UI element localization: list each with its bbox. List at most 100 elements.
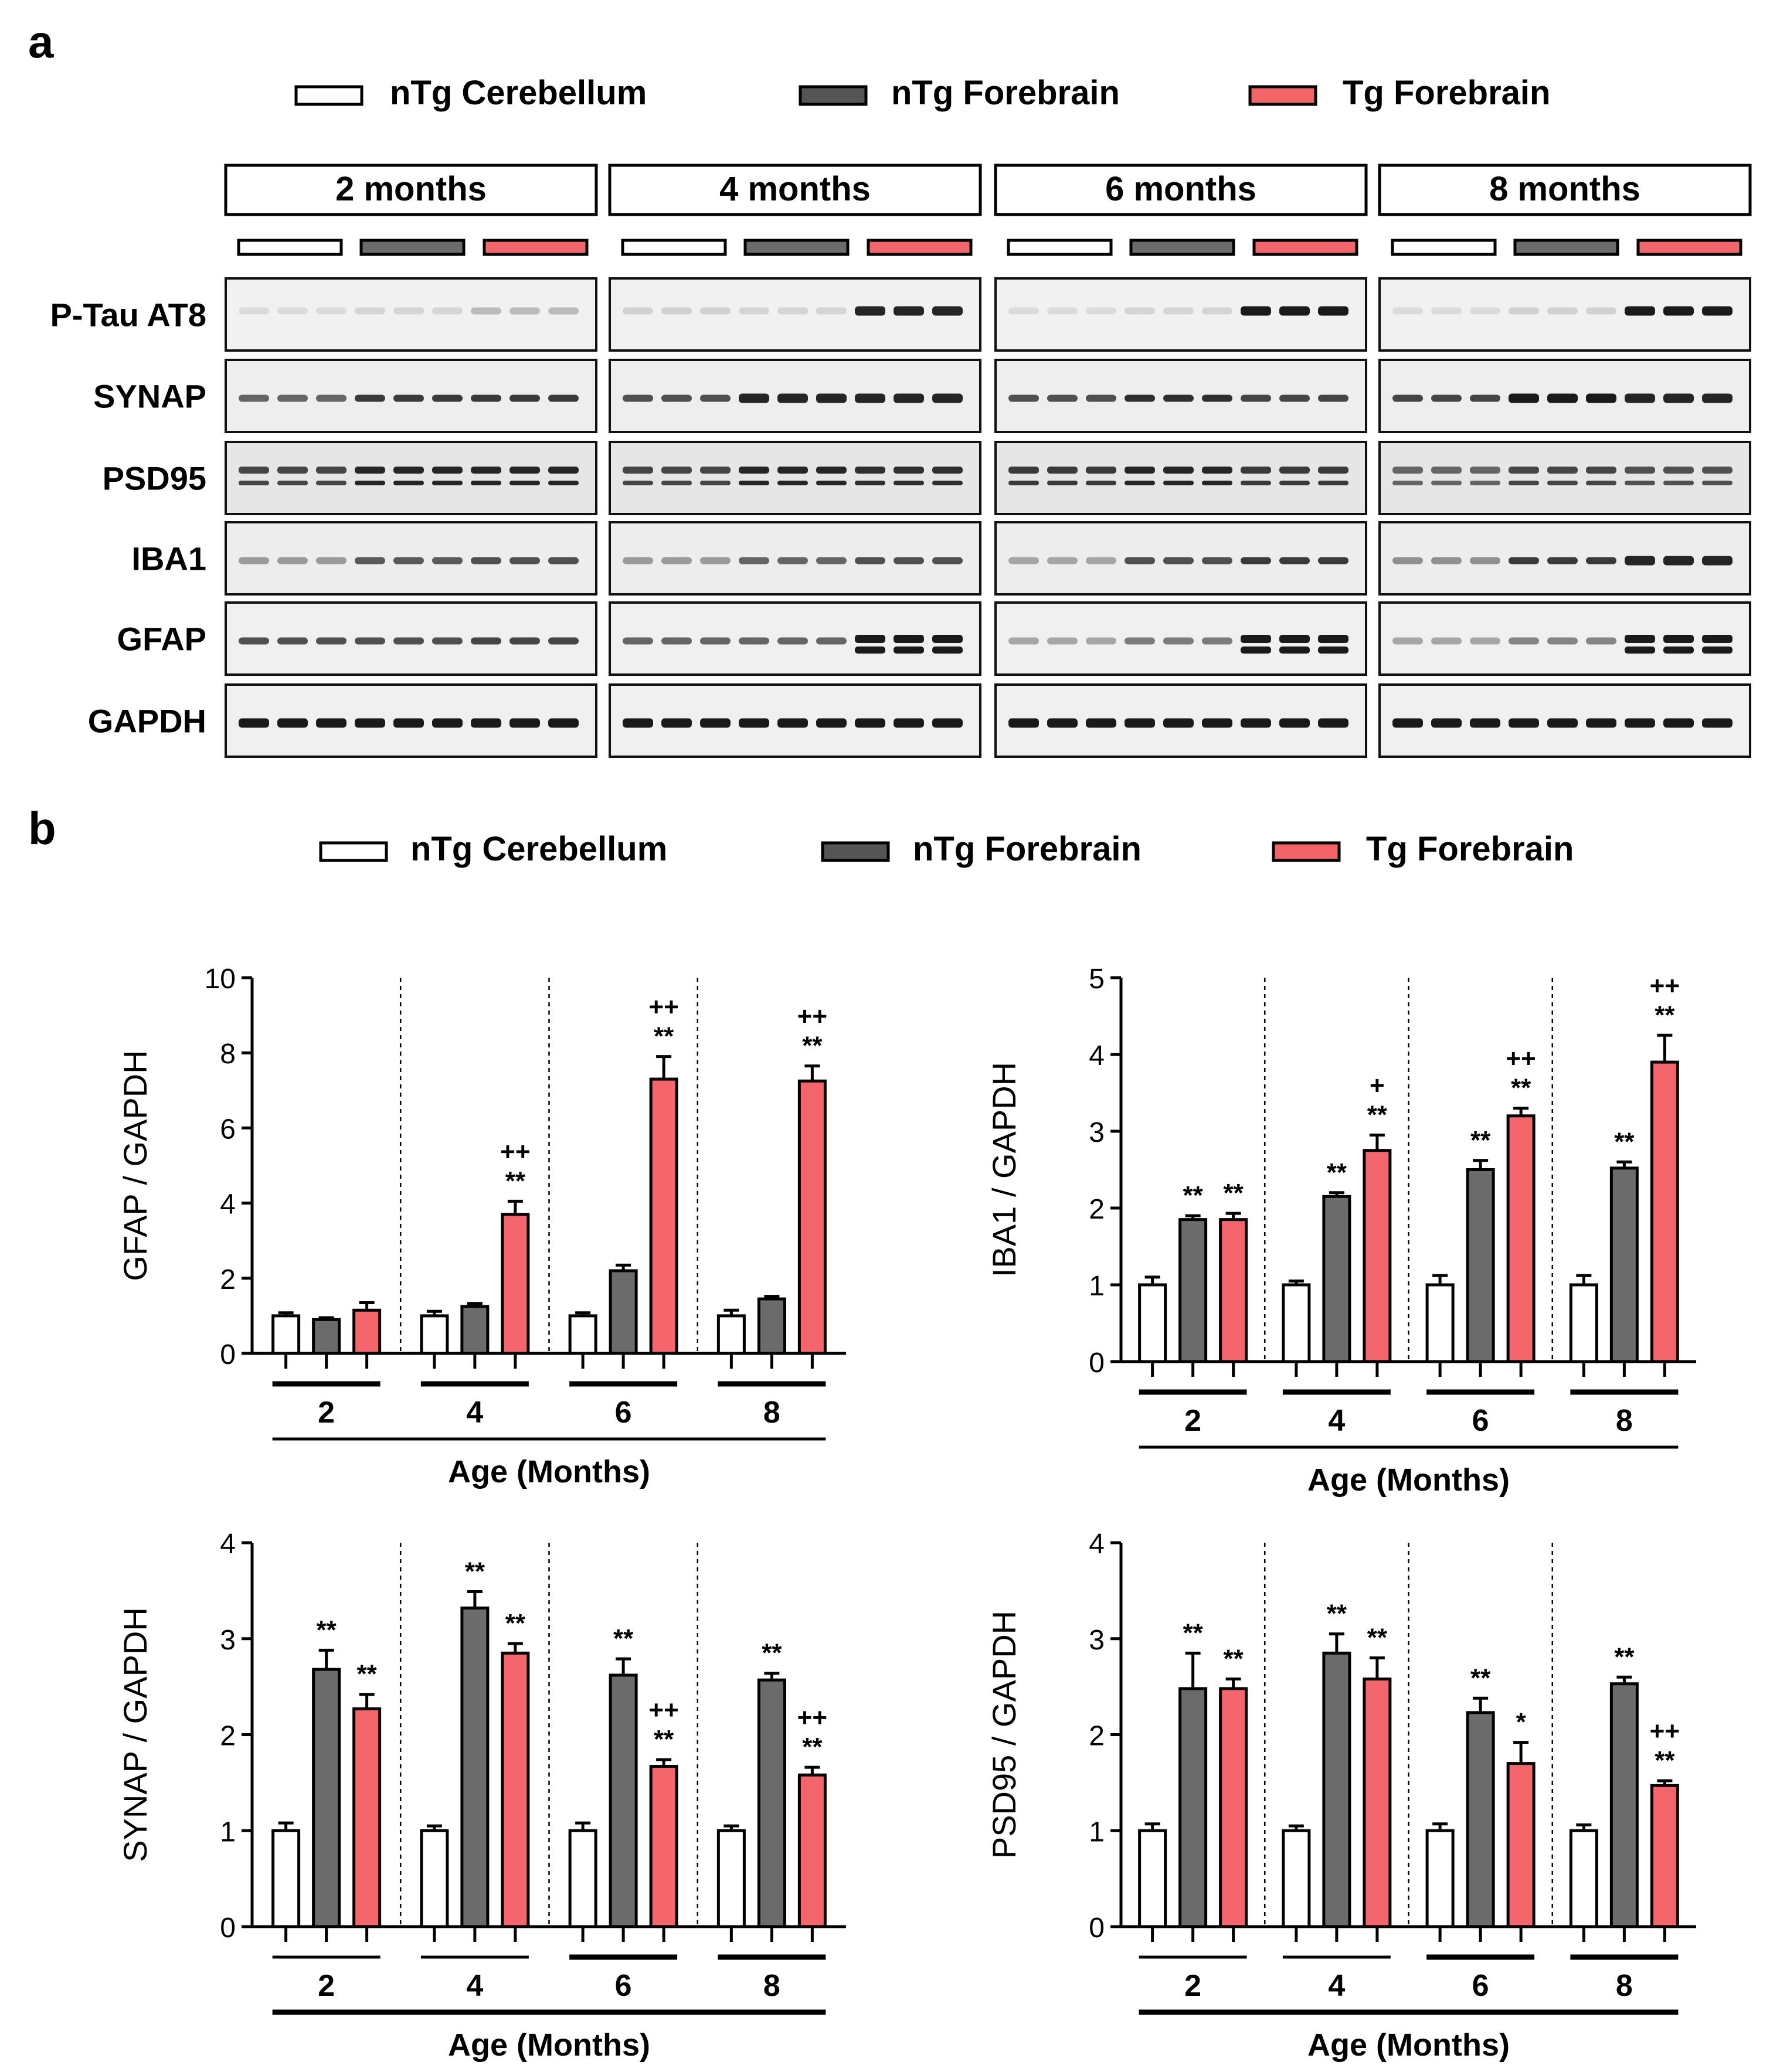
protein-label-p-tau-at8: P-Tau AT8 [50,297,206,334]
band [1202,467,1232,474]
band [1663,647,1694,654]
band [1470,637,1500,645]
band [816,307,847,315]
band [1509,718,1539,728]
band [739,481,769,485]
bar-ntg-cerebellum-8 [716,1829,746,1928]
band [1392,394,1423,402]
y-tick-label: 5 [1089,964,1105,995]
band [1547,307,1578,315]
group-bar-tg-forebrain [483,239,589,256]
x-category-label: 8 [763,1396,780,1430]
bar-tg-forebrain-8 [1650,1784,1679,1928]
bar-ntg-cerebellum-2 [1138,1829,1167,1928]
band [1702,556,1733,566]
band [355,481,385,485]
band [777,718,808,728]
band [894,306,924,316]
y-tick-label: 3 [1089,1625,1105,1656]
band [1279,306,1310,316]
band [1125,394,1155,402]
band [1702,393,1733,403]
band [1241,306,1271,316]
band [855,635,885,643]
x-category-label: 4 [466,1969,483,2003]
band [316,467,347,474]
band [316,718,347,728]
band [1086,467,1116,474]
band [1086,637,1116,645]
legend-swatch-tg-forebrain [1248,85,1317,106]
band [894,467,924,474]
timepoint-label-6-months: 6 months [1105,170,1256,208]
band [393,557,424,564]
band [739,393,769,403]
band [432,467,463,474]
bar-ntg-cerebellum-2 [271,1314,301,1355]
band [1086,481,1116,485]
band [700,481,731,485]
x-category-label: 2 [318,1396,335,1430]
group-bar-tg-forebrain [1252,239,1358,256]
x-category-label: 8 [1616,1969,1633,2003]
band [355,718,385,728]
significance-mark: ++ [1506,1044,1536,1073]
chart-synap: 0 1 2 3 4 SYNAP / GAPDH 2 4 6 8 Age (Months) ** ** **… [117,1529,846,2063]
protein-label-psd95: PSD95 [103,460,206,497]
band [1318,306,1348,316]
significance-mark: ** [1224,1645,1244,1673]
band [1702,306,1733,316]
band [1702,481,1733,485]
band [1663,635,1694,643]
bar-ntg-forebrain-6 [1466,1711,1495,1928]
band [1663,481,1694,485]
x-axis-label: Age (Months) [1307,2027,1510,2063]
y-tick-label: 8 [220,1039,236,1070]
band [777,467,808,474]
band [277,557,308,564]
y-tick-label: 2 [1089,1194,1105,1225]
blot-psd95-6-months [994,441,1367,515]
bar-ntg-cerebellum-4 [1282,1283,1311,1363]
band [661,718,692,728]
bar-tg-forebrain-8 [1650,1060,1679,1363]
protein-label-gapdh: GAPDH [88,703,206,740]
bar-ntg-forebrain-6 [609,1673,638,1928]
band [1470,467,1500,474]
bar-ntg-forebrain-6 [609,1269,638,1355]
band [548,307,579,315]
y-axis-label: SYNAP / GAPDH [117,1607,154,1862]
x-category-label: 6 [615,1396,632,1430]
band [1392,467,1423,474]
x-category-label: 6 [1472,1969,1489,2003]
band [1431,307,1462,315]
group-bar-ntg-forebrain [359,239,466,256]
band [1202,637,1232,645]
band [509,557,540,564]
significance-mark: ** [505,1166,526,1195]
band [1241,647,1271,654]
band [855,557,885,564]
band [1086,307,1116,315]
band [1509,557,1539,564]
band [1509,637,1539,645]
band [623,637,653,645]
timepoint-box-4-months [608,164,982,216]
protein-label-iba1: IBA1 [131,540,206,577]
x-category-label: 4 [466,1396,483,1430]
significance-mark: + [1370,1071,1385,1100]
significance-mark: ++ [797,1002,827,1031]
significance-mark: ** [1614,1642,1635,1671]
band [1547,393,1578,403]
significance-mark: ** [1367,1624,1388,1652]
band [548,718,579,728]
timepoint-box-6-months [994,164,1368,216]
band [1008,467,1039,474]
group-bar-ntg-cerebellum [237,239,343,256]
band [894,393,924,403]
band [548,637,579,645]
band [1047,481,1078,485]
group-bar-ntg-forebrain [1129,239,1235,256]
significance-mark: ** [1367,1101,1388,1129]
